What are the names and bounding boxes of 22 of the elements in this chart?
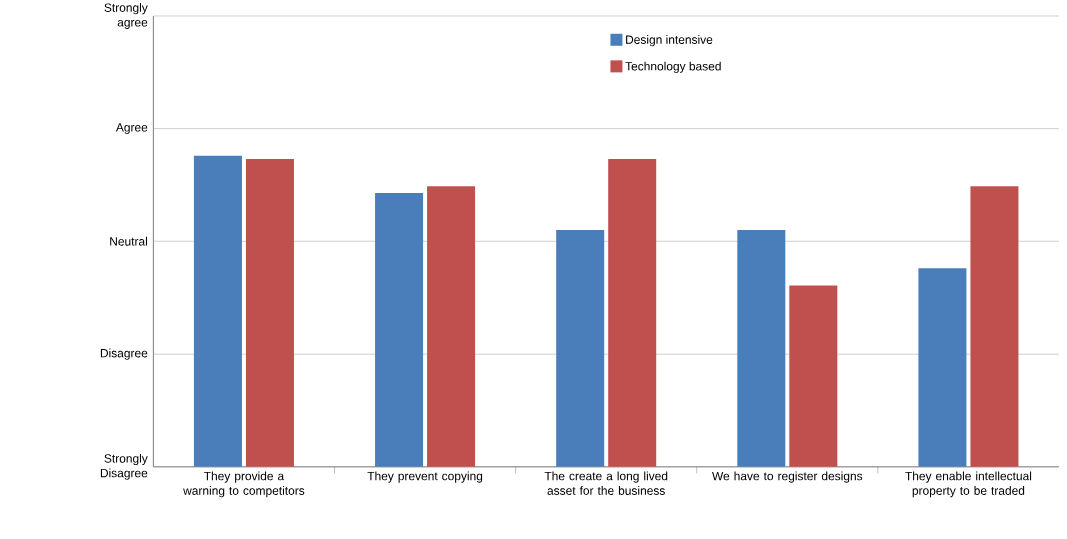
ref-line-label: Strongly agree [104,3,148,29]
ref-line-label: Agree [115,123,148,135]
bar [556,230,605,467]
bar [789,285,838,467]
ref-line-label: Strongly Disagree [100,454,148,480]
ref-line-label: Disagree [100,348,148,360]
x-tick-label: They enable intellectual property to be traded [905,471,1032,498]
bar [737,230,786,467]
bar [193,155,242,467]
legend-label: Technology based [625,61,721,73]
bar [427,186,476,467]
bar [918,268,967,467]
bar [970,186,1019,467]
ref-line-label: Neutral [110,236,147,246]
x-tick-label: The create a long lived asset for the business [544,471,668,495]
bar [245,159,294,467]
bar [375,193,424,467]
x-tick-label: They prevent copying [367,471,483,483]
x-tick-label: We have to register designs [712,471,863,483]
x-tick-label: They provide a warning to competitors [183,471,305,498]
legend-label: Design intensive [626,35,713,47]
bar [608,159,657,467]
